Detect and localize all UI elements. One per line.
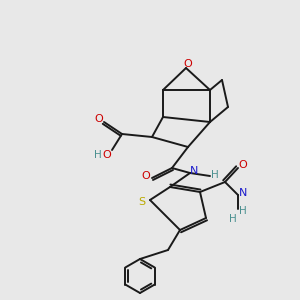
Text: S: S (138, 197, 146, 207)
Text: O: O (103, 150, 111, 160)
Text: H: H (239, 206, 247, 216)
Text: O: O (238, 160, 247, 170)
Text: N: N (239, 188, 247, 198)
Text: H: H (211, 170, 219, 180)
Text: O: O (142, 171, 150, 181)
Text: O: O (94, 114, 103, 124)
Text: N: N (190, 166, 198, 176)
Text: H: H (229, 214, 237, 224)
Text: H: H (94, 150, 102, 160)
Text: O: O (184, 59, 192, 69)
